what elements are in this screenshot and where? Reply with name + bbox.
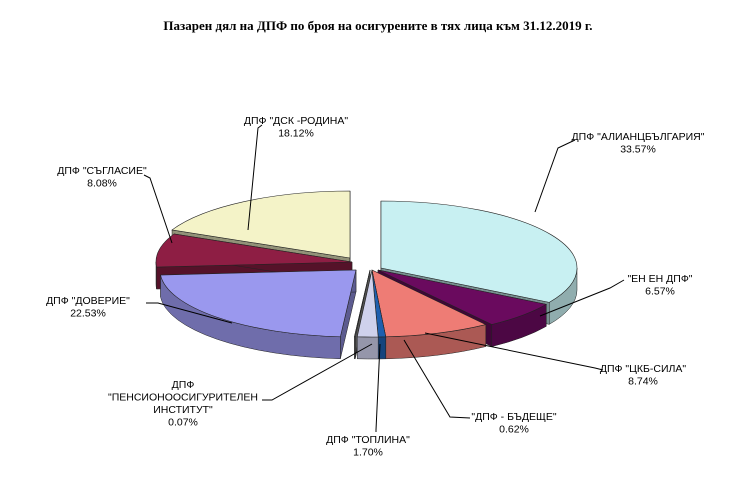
slice-top — [356, 269, 379, 338]
slice-name-label: ДПФ "АЛИАНЦБЪЛГАРИЯ" — [572, 131, 705, 143]
chart-title: Пазарен дял на ДПФ по броя на осигуренит… — [163, 18, 592, 33]
leader-line — [247, 124, 263, 231]
leader-line — [403, 339, 471, 419]
leader-line — [146, 302, 233, 324]
leader-line — [534, 139, 576, 213]
pie-slices — [155, 190, 578, 360]
slice-name-label: ДПФ "ТОПЛИНА" — [326, 434, 410, 446]
leader-line — [143, 174, 173, 244]
slice-name-label: ДПФ — [172, 379, 195, 391]
leader-line — [539, 279, 625, 317]
slice-name-label: ДПФ "СЪГЛАСИЕ" — [57, 165, 147, 177]
leader-line — [262, 343, 373, 401]
slice-top — [371, 269, 487, 338]
leader-line — [424, 332, 604, 371]
slice-top — [171, 190, 351, 259]
slice-top — [155, 233, 353, 268]
slice-top — [377, 269, 548, 325]
slice-top — [380, 200, 578, 303]
slice-value-label: 0.07% — [168, 417, 198, 429]
slice-name-label: "ПЕНСИОНООСИГУРИТЕЛЕН — [108, 392, 258, 404]
slice-value-label: 18.12% — [278, 128, 314, 140]
slice-value-label: 22.53% — [70, 308, 106, 320]
slice-edge — [354, 336, 356, 360]
slice-value-label: 0.62% — [499, 424, 529, 436]
slice-name-label: "ДПФ - БЪДЕЩЕ" — [471, 411, 557, 423]
slice-name-label: ДПФ "ДОВЕРИЕ" — [46, 295, 130, 307]
slice-value-label: 8.08% — [87, 178, 117, 190]
slice-name-label: ДПФ "ДСК -РОДИНА" — [244, 115, 348, 127]
slice-name-label: "ЕН ЕН ДПФ" — [627, 273, 692, 285]
pie-slice-дпф-доверие — [160, 269, 357, 360]
leader-line — [375, 343, 381, 432]
slice-top — [160, 269, 357, 338]
slice-top — [354, 269, 371, 338]
slice-name-label: ИНСТИТУТ" — [153, 404, 213, 416]
slice-value-label: 8.74% — [628, 376, 658, 388]
pie-slice-дпф-топлина — [356, 269, 379, 360]
slice-value-label: 1.70% — [353, 447, 383, 459]
slice-value-label: 33.57% — [620, 144, 656, 156]
slice-labels: ДПФ "АЛИАНЦБЪЛГАРИЯ"33.57% "ЕН ЕН ДПФ"6.5… — [46, 115, 705, 459]
leader-lines — [143, 124, 625, 432]
slice-name-label: ДПФ "ЦКБ-СИЛА" — [600, 363, 687, 375]
slice-edge — [356, 336, 379, 360]
slice-value-label: 6.57% — [645, 286, 675, 298]
